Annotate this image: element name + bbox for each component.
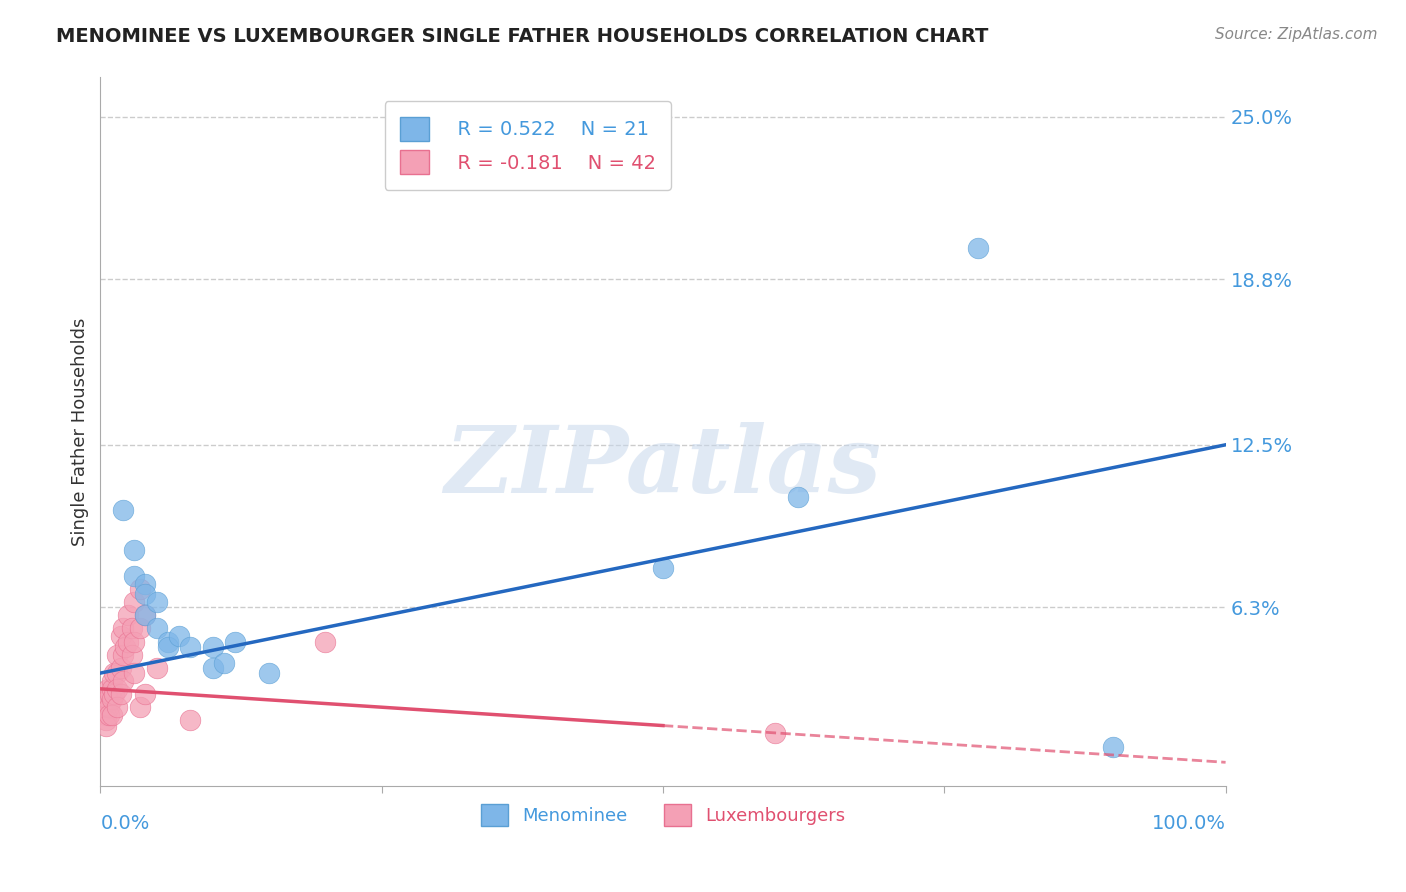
- Point: [134, 608, 156, 623]
- Point: [97, 681, 120, 696]
- Text: Source: ZipAtlas.com: Source: ZipAtlas.com: [1215, 27, 1378, 42]
- Point: [156, 634, 179, 648]
- Point: [100, 692, 122, 706]
- Point: [128, 582, 150, 596]
- Point: [98, 700, 121, 714]
- Point: [257, 666, 280, 681]
- Legend: Menominee, Luxembourgers: Menominee, Luxembourgers: [474, 797, 852, 834]
- Point: [652, 561, 675, 575]
- Point: [122, 634, 145, 648]
- Point: [212, 656, 235, 670]
- Point: [100, 687, 122, 701]
- Point: [94, 718, 117, 732]
- Point: [111, 648, 134, 662]
- Point: [122, 595, 145, 609]
- Point: [201, 640, 224, 654]
- Point: [117, 634, 139, 648]
- Text: MENOMINEE VS LUXEMBOURGER SINGLE FATHER HOUSEHOLDS CORRELATION CHART: MENOMINEE VS LUXEMBOURGER SINGLE FATHER …: [56, 27, 988, 45]
- Point: [1102, 739, 1125, 754]
- Y-axis label: Single Father Households: Single Father Households: [72, 318, 89, 546]
- Point: [117, 608, 139, 623]
- Point: [121, 648, 143, 662]
- Text: 100.0%: 100.0%: [1152, 814, 1226, 833]
- Point: [122, 569, 145, 583]
- Point: [121, 622, 143, 636]
- Text: 0.0%: 0.0%: [100, 814, 149, 833]
- Point: [110, 687, 132, 701]
- Point: [100, 673, 122, 688]
- Point: [787, 490, 810, 504]
- Point: [145, 595, 167, 609]
- Point: [105, 666, 128, 681]
- Point: [145, 661, 167, 675]
- Point: [111, 673, 134, 688]
- Point: [122, 542, 145, 557]
- Point: [110, 661, 132, 675]
- Point: [110, 629, 132, 643]
- Point: [156, 640, 179, 654]
- Point: [114, 640, 136, 654]
- Point: [128, 700, 150, 714]
- Point: [94, 700, 117, 714]
- Point: [179, 714, 201, 728]
- Point: [145, 622, 167, 636]
- Point: [167, 629, 190, 643]
- Point: [103, 666, 125, 681]
- Point: [134, 608, 156, 623]
- Point: [134, 687, 156, 701]
- Point: [105, 648, 128, 662]
- Point: [122, 666, 145, 681]
- Text: ZIPatlas: ZIPatlas: [444, 422, 882, 512]
- Point: [94, 714, 117, 728]
- Point: [111, 503, 134, 517]
- Point: [967, 241, 990, 255]
- Point: [134, 587, 156, 601]
- Point: [100, 708, 122, 723]
- Point: [201, 661, 224, 675]
- Point: [98, 708, 121, 723]
- Point: [111, 622, 134, 636]
- Point: [128, 622, 150, 636]
- Point: [103, 687, 125, 701]
- Point: [105, 681, 128, 696]
- Point: [105, 700, 128, 714]
- Point: [224, 634, 246, 648]
- Point: [100, 681, 122, 696]
- Point: [94, 708, 117, 723]
- Point: [314, 634, 336, 648]
- Point: [97, 692, 120, 706]
- Point: [765, 726, 787, 740]
- Point: [134, 577, 156, 591]
- Point: [179, 640, 201, 654]
